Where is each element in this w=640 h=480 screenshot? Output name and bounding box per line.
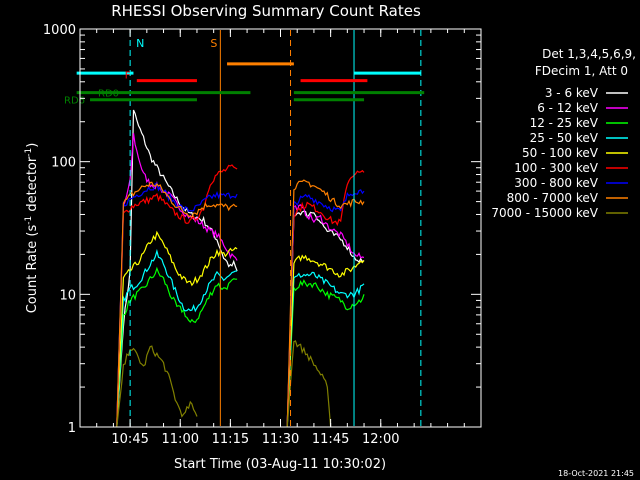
series-line-8-segment-1 (116, 345, 198, 428)
series-line-2-segment-1 (116, 266, 238, 428)
legend-header-2: FDecim 1, Att 0 (535, 64, 628, 78)
x-tick-label-1: 11:00 (162, 432, 199, 447)
y-tick-label-2: 100 (51, 156, 76, 171)
state-bar-label-3: RD0 (98, 89, 119, 100)
series-line-0-segment-2 (286, 210, 365, 428)
x-tick-label-4: 11:45 (312, 432, 349, 447)
series-line-5-segment-2 (286, 169, 365, 428)
legend-label-1: 6 - 12 keV (537, 101, 599, 115)
y-axis-label-mid: detector (25, 156, 40, 216)
event-marker-label-1: S (210, 37, 217, 50)
y-axis-label-end: ) (25, 143, 40, 148)
series-line-8-segment-2 (286, 340, 332, 428)
series-line-3-segment-2 (286, 271, 365, 428)
legend-label-6: 300 - 800 keV (514, 176, 598, 190)
series-line-3-segment-1 (116, 248, 238, 428)
x-tick-label-3: 11:30 (262, 432, 299, 447)
state-bar-label-4: RD6 (64, 96, 85, 107)
legend-label-3: 25 - 50 keV (530, 131, 599, 145)
series-line-7-segment-1 (116, 181, 238, 428)
series-line-4-segment-2 (286, 254, 365, 428)
legend-label-7: 800 - 7000 keV (507, 191, 599, 205)
x-axis-label: Start Time (03-Aug-11 10:30:02) (174, 457, 386, 472)
event-marker-label-0: N (136, 37, 144, 50)
chart-title: RHESSI Observing Summary Count Rates (111, 2, 421, 20)
y-tick-label-1: 10 (59, 288, 76, 303)
x-axis: 10:45 11:00 11:15 11:30 11:45 12:00 (79, 29, 482, 447)
x-tick-label-5: 12:00 (362, 432, 399, 447)
series-line-6-segment-2 (286, 189, 365, 428)
y-axis-label-sup-2: -1 (24, 148, 34, 157)
plot-area: N S F RD0 RD6 (64, 30, 425, 428)
timestamp: 18-Oct-2021 21:45 (558, 469, 634, 478)
series-line-1-segment-2 (286, 204, 365, 428)
legend-label-0: 3 - 6 keV (545, 86, 599, 100)
x-tick-label-2: 11:15 (212, 432, 249, 447)
legend-header-1: Det 1,3,4,5,6,9, (542, 47, 636, 61)
series-line-7-segment-2 (286, 179, 365, 428)
y-tick-label-3: 1000 (43, 23, 76, 38)
y-tick-label-0: 1 (68, 421, 76, 436)
series-line-2-segment-2 (286, 279, 365, 428)
series-line-1-segment-1 (116, 133, 238, 428)
series-line-5-segment-1 (116, 164, 238, 428)
legend-label-5: 100 - 300 keV (514, 161, 598, 175)
y-axis-label-sup-1: -1 (24, 216, 34, 225)
series-line-4-segment-1 (116, 230, 238, 428)
state-bar-label-1: F (125, 71, 131, 82)
y-axis-label-main: Count Rate (s (25, 225, 40, 314)
legend-label-2: 12 - 25 keV (530, 116, 599, 130)
y-axis-label: Count Rate (s-1 detector-1) (24, 143, 40, 314)
series-line-0-segment-1 (116, 109, 238, 428)
x-tick-label-0: 10:45 (111, 432, 148, 447)
y-axis: 1 10 100 1000 (43, 23, 481, 436)
legend: Det 1,3,4,5,6,9, FDecim 1, Att 0 3 - 6 k… (491, 47, 636, 220)
legend-label-4: 50 - 100 keV (522, 146, 599, 160)
legend-label-8: 7000 - 15000 keV (491, 206, 598, 220)
